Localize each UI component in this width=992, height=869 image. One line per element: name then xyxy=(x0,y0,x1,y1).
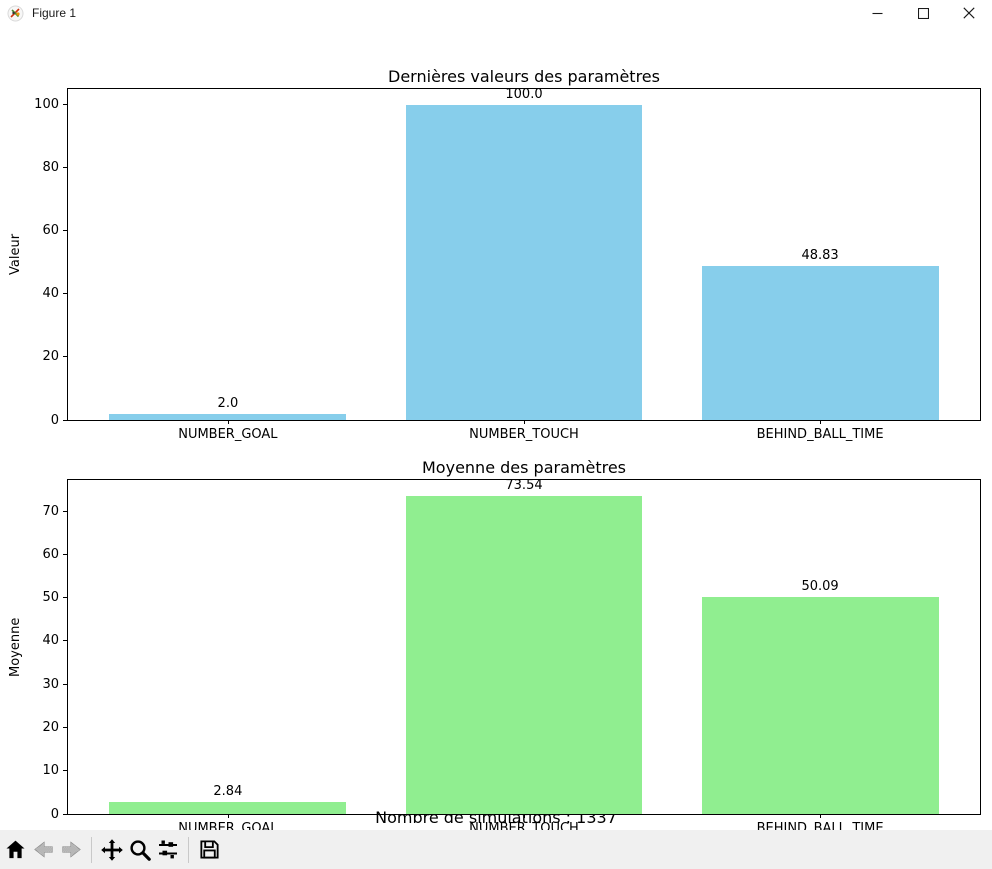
home-icon xyxy=(5,840,25,859)
pan-icon xyxy=(101,838,123,861)
y-tick-mark xyxy=(63,293,67,295)
zoom-button[interactable] xyxy=(126,835,154,865)
bar-number_touch xyxy=(405,495,643,814)
toolbar-separator xyxy=(91,836,92,863)
bar-value-label: 48.83 xyxy=(801,248,839,264)
y-tick-mark xyxy=(63,726,67,728)
chart-title-top: Dernières valeurs des paramètres xyxy=(388,67,660,86)
y-tick-label: 60 xyxy=(42,223,59,239)
x-tick-label: NUMBER_GOAL xyxy=(178,427,278,442)
minimize-icon xyxy=(872,12,882,14)
configure-subplots-icon xyxy=(159,840,177,858)
y-tick-label: 80 xyxy=(42,160,59,176)
y-tick-mark xyxy=(63,230,67,232)
y-tick-label: 50 xyxy=(42,590,59,606)
close-icon xyxy=(963,7,975,19)
maximize-button[interactable] xyxy=(900,0,946,26)
window-title: Figure 1 xyxy=(32,6,77,20)
y-tick-mark xyxy=(63,167,67,169)
y-tick-label: 30 xyxy=(42,676,59,692)
x-tick-mark xyxy=(524,420,525,424)
y-tick-mark xyxy=(63,356,67,358)
maximize-icon xyxy=(917,7,929,19)
x-tick-mark xyxy=(820,814,822,818)
toolbar-separator xyxy=(188,836,189,863)
y-tick-label: 60 xyxy=(42,546,59,562)
tk-app-icon[interactable] xyxy=(7,5,24,22)
x-tick-label: NUMBER_TOUCH xyxy=(469,427,579,442)
x-tick-label: BEHIND_BALL_TIME xyxy=(756,427,884,442)
y-tick-mark xyxy=(63,510,67,512)
bar-value-label: 2.0 xyxy=(217,395,239,411)
y-tick-label: 40 xyxy=(42,633,59,649)
x-tick-mark xyxy=(227,420,229,424)
y-tick-mark xyxy=(63,419,67,421)
save-icon xyxy=(199,840,219,859)
figure-canvas[interactable]: Dernières valeurs des paramètres Valeur … xyxy=(0,26,992,836)
minimize-button[interactable] xyxy=(854,0,900,26)
configure-subplots-button[interactable] xyxy=(154,835,182,865)
caption-buttons xyxy=(854,0,992,26)
y-tick-mark xyxy=(63,683,67,685)
y-tick-label: 0 xyxy=(50,806,59,822)
y-tick-label: 70 xyxy=(42,503,59,519)
chart-title-bottom: Moyenne des paramètres xyxy=(422,458,626,477)
bar-number_touch xyxy=(405,104,643,420)
y-tick-label: 20 xyxy=(42,719,59,735)
close-button[interactable] xyxy=(946,0,992,26)
y-tick-label: 40 xyxy=(42,286,59,302)
bar-value-label: 73.54 xyxy=(505,477,543,493)
y-tick-label: 0 xyxy=(50,412,59,428)
y-tick-mark xyxy=(63,813,67,815)
y-tick-mark xyxy=(63,770,67,772)
bar-value-label: 2.84 xyxy=(213,783,243,799)
forward-button[interactable] xyxy=(57,835,85,865)
y-tick-label: 20 xyxy=(42,349,59,365)
bar-value-label: 100.0 xyxy=(505,86,543,102)
home-button[interactable] xyxy=(1,835,29,865)
x-tick-mark xyxy=(227,814,229,818)
back-button[interactable] xyxy=(29,835,57,865)
y-tick-mark xyxy=(63,553,67,555)
y-tick-mark xyxy=(63,104,67,106)
back-arrow-icon xyxy=(33,841,53,858)
y-axis-label-top: Valeur xyxy=(8,233,23,276)
y-tick-mark xyxy=(63,597,67,599)
x-tick-mark xyxy=(820,420,822,424)
save-button[interactable] xyxy=(195,835,223,865)
pan-button[interactable] xyxy=(98,835,126,865)
y-tick-mark xyxy=(63,640,67,642)
navigation-toolbar xyxy=(0,830,992,869)
zoom-to-rect-icon xyxy=(130,839,151,861)
forward-arrow-icon xyxy=(61,841,81,858)
bar-number_goal xyxy=(109,801,347,814)
bar-behind_ball_time xyxy=(701,266,939,420)
titlebar[interactable]: Figure 1 xyxy=(0,0,992,26)
bar-number_goal xyxy=(109,413,347,420)
bar-behind_ball_time xyxy=(701,597,939,814)
y-tick-label: 100 xyxy=(34,97,59,113)
y-tick-label: 10 xyxy=(42,763,59,779)
x-tick-mark xyxy=(524,814,525,818)
bar-value-label: 50.09 xyxy=(801,579,839,595)
